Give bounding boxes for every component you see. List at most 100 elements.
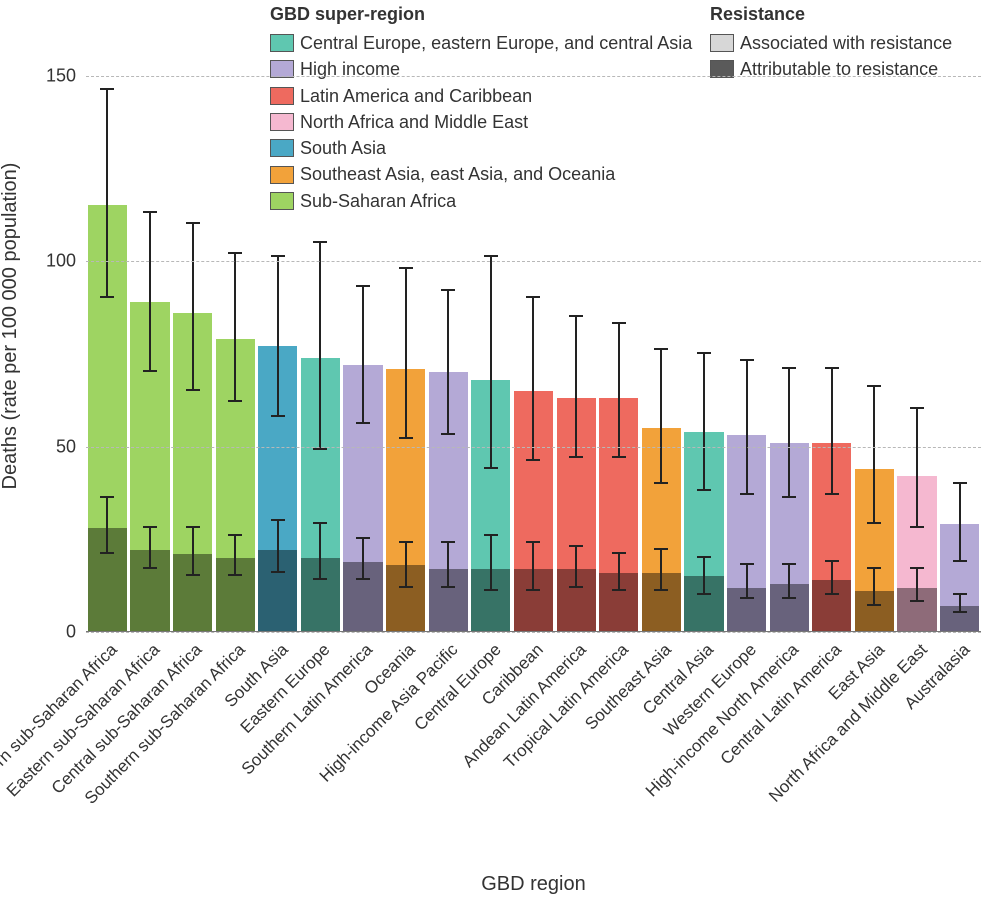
bar-group bbox=[514, 20, 553, 632]
error-cap bbox=[526, 589, 540, 591]
error-cap bbox=[740, 597, 754, 599]
error-cap bbox=[313, 522, 327, 524]
error-bar bbox=[703, 354, 705, 491]
error-cap bbox=[441, 541, 455, 543]
error-cap bbox=[526, 296, 540, 298]
error-bar bbox=[192, 224, 194, 391]
error-cap bbox=[186, 574, 200, 576]
error-bar bbox=[319, 243, 321, 451]
error-cap bbox=[782, 367, 796, 369]
error-bar bbox=[234, 254, 236, 402]
error-cap bbox=[740, 359, 754, 361]
bar-group bbox=[429, 20, 468, 632]
y-tick-label: 100 bbox=[46, 251, 86, 272]
error-bar bbox=[532, 298, 534, 461]
bar-group bbox=[173, 20, 212, 632]
bar-group bbox=[855, 20, 894, 632]
y-tick-label: 150 bbox=[46, 65, 86, 86]
error-bar bbox=[916, 409, 918, 528]
bars-layer bbox=[86, 20, 981, 632]
error-cap bbox=[484, 589, 498, 591]
error-bar bbox=[192, 528, 194, 576]
error-bar bbox=[959, 484, 961, 562]
error-bar bbox=[362, 539, 364, 580]
bar-group bbox=[684, 20, 723, 632]
error-cap bbox=[228, 400, 242, 402]
error-bar bbox=[106, 498, 108, 554]
error-cap bbox=[654, 548, 668, 550]
error-cap bbox=[910, 407, 924, 409]
error-bar bbox=[149, 528, 151, 569]
error-bar bbox=[532, 543, 534, 591]
error-bar bbox=[234, 536, 236, 577]
error-cap bbox=[399, 586, 413, 588]
error-cap bbox=[953, 593, 967, 595]
error-bar bbox=[746, 361, 748, 495]
error-cap bbox=[825, 593, 839, 595]
error-cap bbox=[143, 567, 157, 569]
error-bar bbox=[277, 257, 279, 416]
error-cap bbox=[399, 267, 413, 269]
error-cap bbox=[313, 578, 327, 580]
gridline bbox=[86, 76, 981, 77]
bar-group bbox=[727, 20, 766, 632]
error-cap bbox=[271, 255, 285, 257]
error-bar bbox=[490, 257, 492, 468]
x-axis-label: GBD region bbox=[481, 873, 586, 896]
error-cap bbox=[569, 545, 583, 547]
error-cap bbox=[867, 522, 881, 524]
error-cap bbox=[484, 467, 498, 469]
error-bar bbox=[362, 287, 364, 424]
error-bar bbox=[575, 317, 577, 458]
gridline bbox=[86, 261, 981, 262]
error-cap bbox=[697, 556, 711, 558]
bar-group bbox=[386, 20, 425, 632]
error-cap bbox=[186, 389, 200, 391]
error-cap bbox=[271, 519, 285, 521]
error-cap bbox=[186, 222, 200, 224]
error-cap bbox=[569, 586, 583, 588]
error-bar bbox=[873, 569, 875, 606]
bar-group bbox=[343, 20, 382, 632]
error-cap bbox=[825, 367, 839, 369]
bar-group bbox=[471, 20, 510, 632]
error-bar bbox=[703, 558, 705, 595]
bar-group bbox=[557, 20, 596, 632]
error-bar bbox=[575, 547, 577, 588]
error-bar bbox=[447, 543, 449, 588]
error-cap bbox=[100, 552, 114, 554]
error-bar bbox=[831, 562, 833, 595]
error-cap bbox=[399, 541, 413, 543]
error-cap bbox=[186, 526, 200, 528]
error-cap bbox=[313, 448, 327, 450]
bar-group bbox=[258, 20, 297, 632]
error-cap bbox=[484, 255, 498, 257]
error-cap bbox=[654, 589, 668, 591]
error-bar bbox=[405, 269, 407, 440]
error-bar bbox=[106, 90, 108, 298]
error-cap bbox=[100, 296, 114, 298]
error-cap bbox=[782, 563, 796, 565]
y-tick-label: 50 bbox=[56, 436, 86, 457]
bar-group bbox=[770, 20, 809, 632]
gridline bbox=[86, 447, 981, 448]
error-cap bbox=[612, 589, 626, 591]
error-cap bbox=[441, 433, 455, 435]
error-bar bbox=[277, 521, 279, 573]
error-cap bbox=[356, 285, 370, 287]
error-bar bbox=[916, 569, 918, 602]
error-cap bbox=[569, 315, 583, 317]
error-cap bbox=[441, 289, 455, 291]
error-cap bbox=[825, 493, 839, 495]
error-bar bbox=[405, 543, 407, 588]
gridline bbox=[86, 632, 981, 633]
error-cap bbox=[441, 586, 455, 588]
error-bar bbox=[788, 565, 790, 598]
error-cap bbox=[697, 352, 711, 354]
bar-group bbox=[301, 20, 340, 632]
error-cap bbox=[569, 456, 583, 458]
error-cap bbox=[612, 456, 626, 458]
error-cap bbox=[100, 496, 114, 498]
error-cap bbox=[143, 211, 157, 213]
error-cap bbox=[697, 593, 711, 595]
